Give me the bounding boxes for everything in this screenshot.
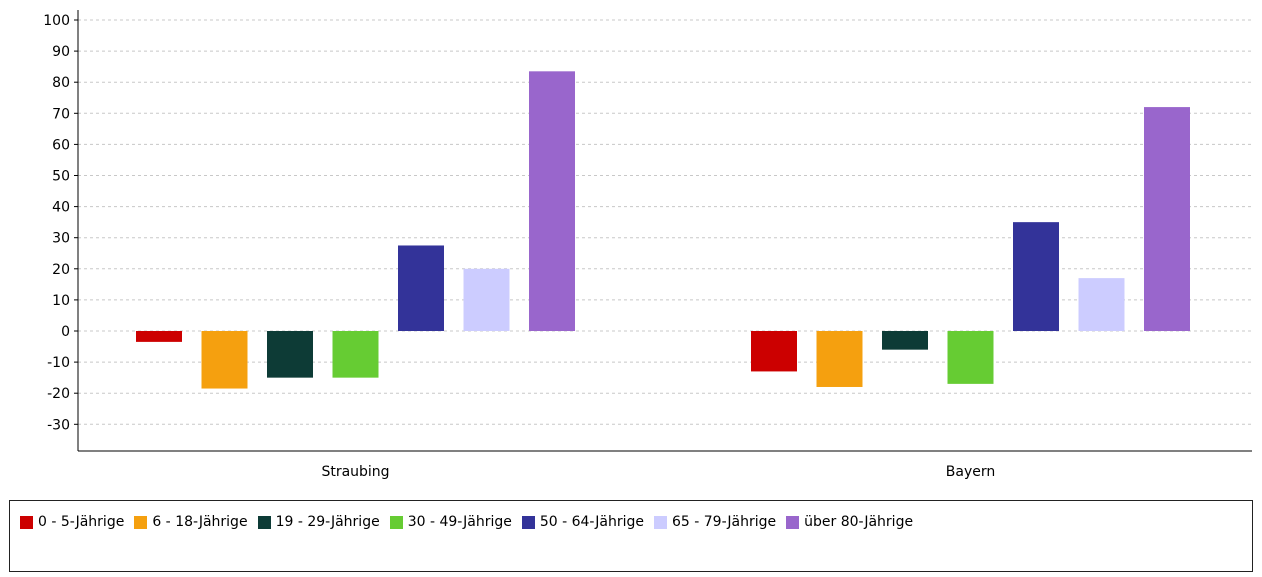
- y-tick-label: 20: [52, 262, 70, 278]
- y-tick-label: 100: [43, 13, 70, 29]
- y-tick-label: -10: [47, 355, 70, 371]
- y-tick-label: 30: [52, 231, 70, 247]
- legend-swatch: [389, 515, 403, 529]
- bar: [816, 331, 863, 387]
- legend-item: 6 - 18-Jährige: [134, 509, 248, 535]
- legend-item: 30 - 49-Jährige: [389, 509, 512, 535]
- bar: [463, 268, 510, 331]
- bars: [136, 71, 1190, 389]
- bar: [751, 331, 797, 372]
- legend-item: über 80-Jährige: [786, 509, 913, 535]
- legend-swatch: [134, 515, 148, 529]
- legend-item: 19 - 29-Jährige: [257, 509, 380, 535]
- bar: [529, 71, 575, 331]
- x-category-label: Bayern: [946, 464, 995, 480]
- grid-lines: [78, 19, 1252, 425]
- legend-label: 0 - 5-Jährige: [38, 514, 125, 530]
- y-tick-label: 70: [52, 106, 70, 122]
- axes: [77, 10, 1252, 452]
- legend-swatch: [20, 515, 33, 529]
- bar: [267, 331, 313, 378]
- legend-item: 65 - 79-Jährige: [653, 509, 777, 535]
- legend-swatch: [786, 515, 800, 529]
- bar: [136, 331, 182, 342]
- legend-label: 19 - 29-Jährige: [275, 514, 380, 530]
- y-tick-label: -30: [47, 417, 70, 433]
- y-tick-label: 90: [52, 44, 70, 60]
- bar: [1013, 222, 1059, 331]
- legend-label: 50 - 64-Jährige: [539, 514, 644, 530]
- legend-swatch: [653, 515, 667, 529]
- bar: [332, 331, 379, 378]
- category-labels: Straubing Bayern: [321, 464, 995, 480]
- y-tick-label: 0: [61, 324, 70, 340]
- legend-label: 65 - 79-Jährige: [671, 514, 777, 530]
- bar: [1144, 107, 1190, 331]
- bar: [398, 245, 444, 331]
- y-tick-label: 10: [52, 293, 70, 309]
- legend-item: 50 - 64-Jährige: [521, 509, 644, 535]
- bar: [882, 331, 928, 350]
- legend-swatch: [521, 515, 535, 529]
- legend-label: über 80-Jährige: [804, 514, 914, 530]
- y-tick-label: 80: [52, 75, 70, 91]
- legend: 0 - 5-Jährige 6 - 18-Jährige 19 - 29-Jähri…: [9, 500, 1253, 572]
- legend-label: 30 - 49-Jährige: [407, 514, 512, 530]
- legend-label: 6 - 18-Jährige: [152, 514, 248, 530]
- bar: [1078, 278, 1125, 331]
- y-tick-label: 40: [52, 200, 70, 216]
- y-tick-label: 60: [52, 137, 70, 153]
- legend-item: 0 - 5-Jährige: [20, 509, 124, 535]
- x-category-label: Straubing: [321, 464, 389, 480]
- bar: [201, 331, 248, 389]
- legend-swatch: [257, 515, 271, 529]
- bar: [947, 331, 994, 384]
- y-tick-label: 50: [52, 169, 70, 185]
- y-tick-label: -20: [47, 386, 70, 402]
